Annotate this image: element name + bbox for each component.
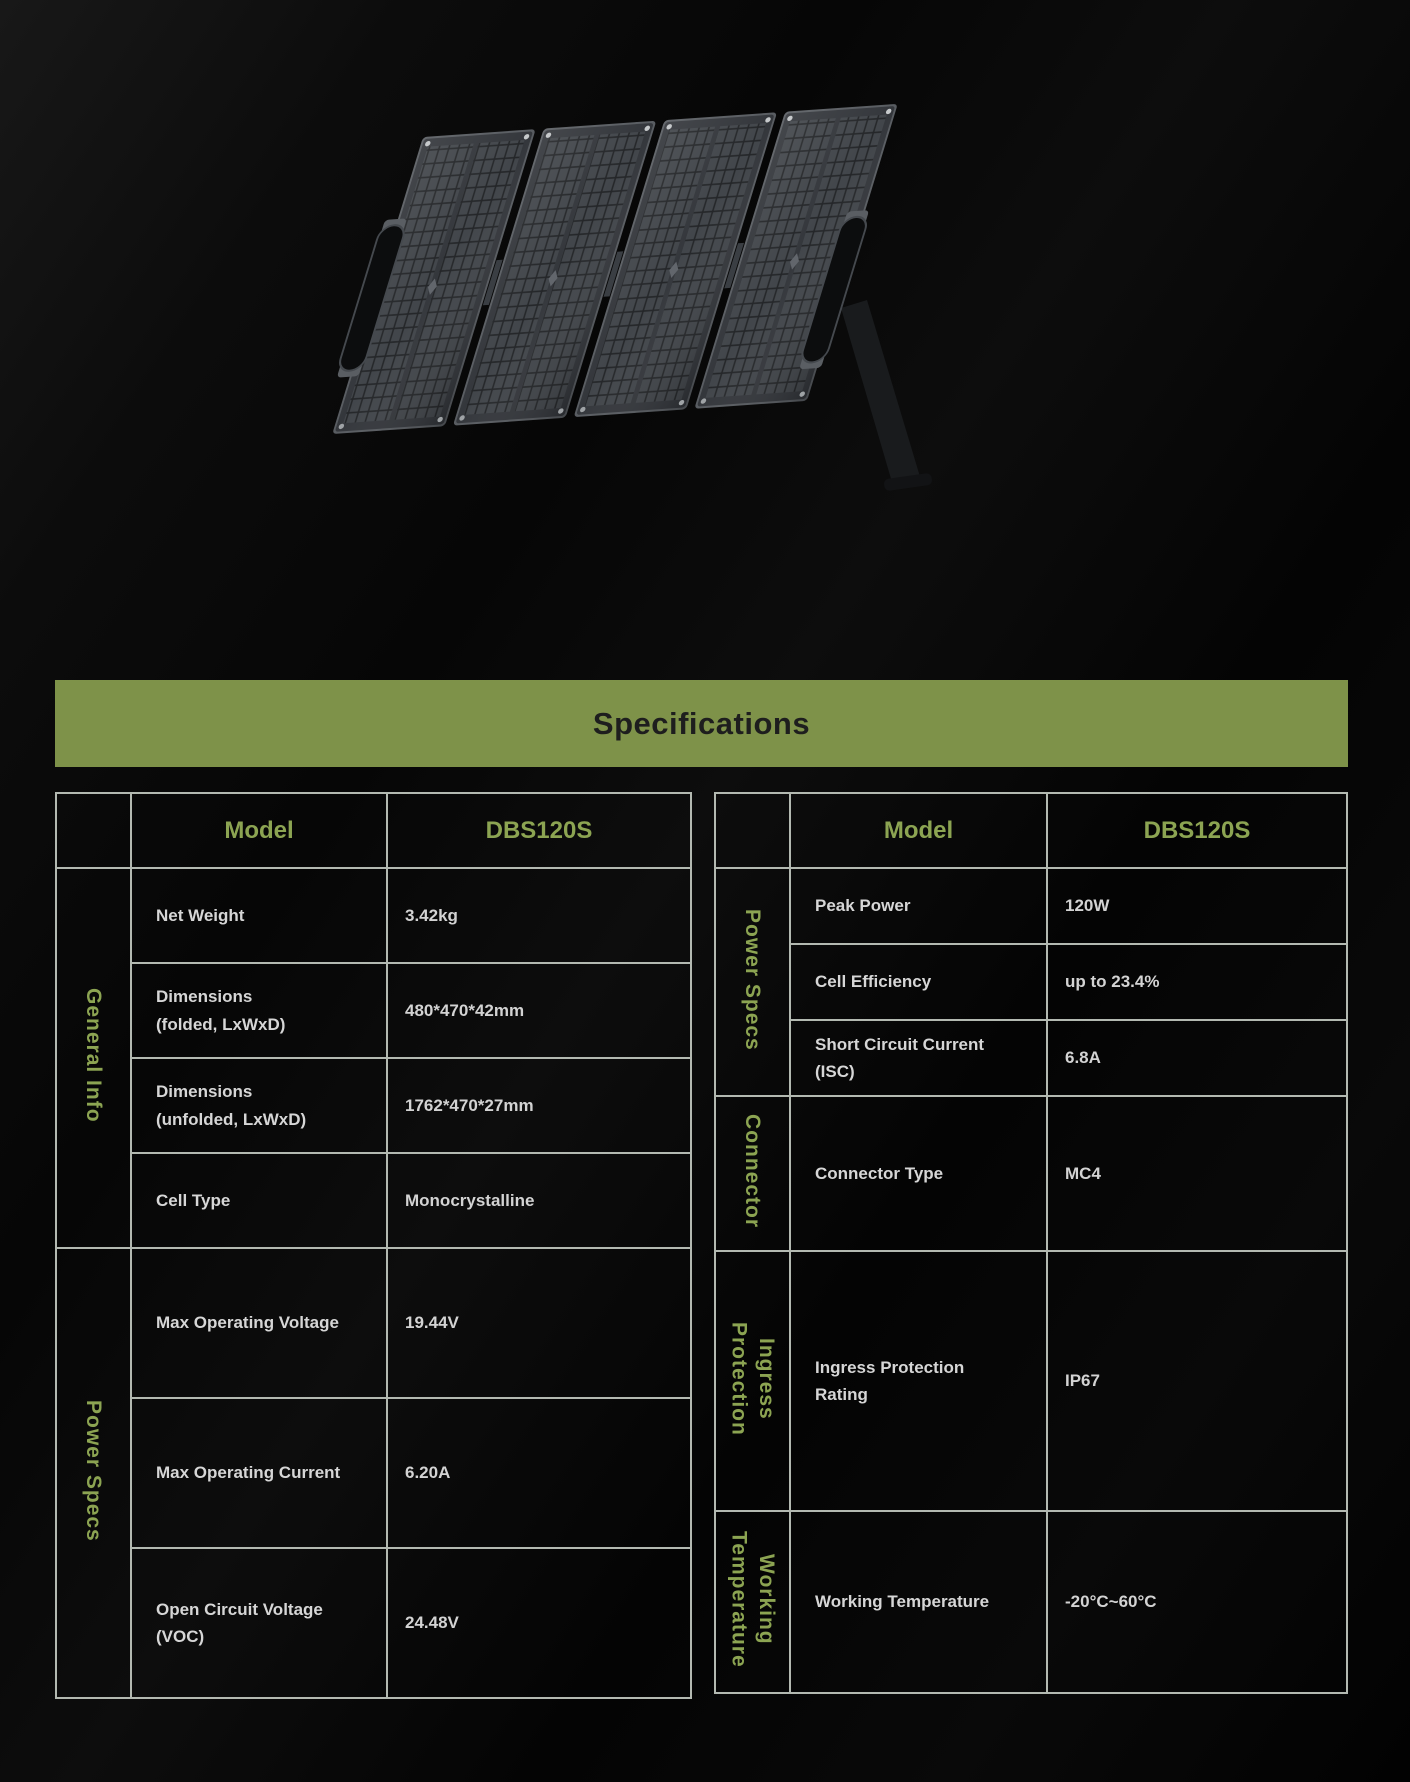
table-header-row: Model DBS120S [55, 792, 692, 869]
spec-name: Cell Type [130, 1152, 388, 1249]
spec-name: Short Circuit Current (ISC) [789, 1019, 1048, 1097]
spec-table-left: Model DBS120S General Info Net Weight 3.… [55, 792, 692, 1699]
spec-name: Working Temperature [789, 1510, 1048, 1694]
spec-value: 6.20A [386, 1397, 692, 1549]
table-row: Ingress Protection Ingress Protection Ra… [714, 1250, 1348, 1512]
section-label-working-temperature: Working Temperature [714, 1510, 791, 1694]
spec-value: Monocrystalline [386, 1152, 692, 1249]
column-header-model: Model [789, 792, 1048, 869]
spec-name: Open Circuit Voltage (VOC) [130, 1547, 388, 1699]
section-label-power-specs: Power Specs [55, 1247, 132, 1699]
table-row: Dimensions (unfolded, LxWxD) 1762*470*27… [56, 1057, 692, 1154]
spec-name: Connector Type [789, 1095, 1048, 1252]
spec-tables: Model DBS120S General Info Net Weight 3.… [55, 792, 1348, 1699]
table-header-row: Model DBS120S [714, 792, 1348, 869]
spec-value: up to 23.4% [1046, 943, 1348, 1021]
spec-value: 24.48V [386, 1547, 692, 1699]
panel-section-1 [333, 129, 535, 434]
spec-value: MC4 [1046, 1095, 1348, 1252]
section-label-ingress-protection: Ingress Protection [714, 1250, 791, 1512]
column-header-model-value: DBS120S [386, 792, 692, 869]
table-row: Short Circuit Current (ISC) 6.8A [715, 1019, 1348, 1097]
panel-assembly [333, 104, 897, 434]
section-label-connector: Connector [714, 1095, 791, 1252]
panel-section-4 [695, 104, 897, 409]
spec-value: IP67 [1046, 1250, 1348, 1512]
handle-right [800, 210, 869, 370]
panel-section-2 [453, 120, 656, 426]
spec-value: 19.44V [386, 1247, 692, 1399]
spec-name: Dimensions (folded, LxWxD) [130, 962, 388, 1059]
table-row: Dimensions (folded, LxWxD) 480*470*42mm [56, 962, 692, 1059]
corner-cell [714, 792, 791, 869]
spec-value: 1762*470*27mm [386, 1057, 692, 1154]
spec-name: Peak Power [789, 867, 1048, 945]
spec-value: 6.8A [1046, 1019, 1348, 1097]
table-row: Power Specs Max Operating Voltage 19.44V [55, 1247, 692, 1699]
column-header-model-value: DBS120S [1046, 792, 1348, 869]
table-row: Connector Connector Type MC4 [714, 1095, 1348, 1252]
spec-value: -20°C~60°C [1046, 1510, 1348, 1694]
hero-section [0, 0, 1410, 680]
table-row: Max Operating Current 6.20A [56, 1397, 692, 1549]
kickstand [841, 300, 932, 491]
corner-cell [55, 792, 132, 869]
section-label-general-info: General Info [55, 867, 132, 1249]
spec-value: 120W [1046, 867, 1348, 945]
spec-value: 480*470*42mm [386, 962, 692, 1059]
spec-name: Cell Efficiency [789, 943, 1048, 1021]
specifications-banner: Specifications [55, 680, 1348, 767]
spec-value: 3.42kg [386, 867, 692, 964]
solar-panel-photo [333, 104, 932, 491]
table-row: Working Temperature Working Temperature … [714, 1510, 1348, 1694]
table-row: Open Circuit Voltage (VOC) 24.48V [56, 1547, 692, 1699]
spec-name: Dimensions (unfolded, LxWxD) [130, 1057, 388, 1154]
table-row: Power Specs Peak Power 120W [714, 867, 1348, 1097]
page-title: Specifications [592, 705, 811, 741]
table-row: General Info Net Weight 3.42kg [55, 867, 692, 1249]
specifications-section: Specifications Model DBS120S General Inf… [55, 680, 1348, 1699]
spec-name: Net Weight [130, 867, 388, 964]
table-row: Cell Efficiency up to 23.4% [715, 943, 1348, 1021]
spec-name: Ingress Protection Rating [789, 1250, 1048, 1512]
panel-section-3 [574, 112, 777, 417]
section-label-power-specs: Power Specs [714, 867, 791, 1097]
spec-name: Max Operating Current [130, 1397, 388, 1549]
table-row: Cell Type Monocrystalline [56, 1152, 692, 1249]
spec-name: Max Operating Voltage [130, 1247, 388, 1399]
spec-table-right: Model DBS120S Power Specs Peak Power 120… [714, 792, 1348, 1694]
column-header-model: Model [130, 792, 388, 869]
handle-left [337, 218, 406, 378]
